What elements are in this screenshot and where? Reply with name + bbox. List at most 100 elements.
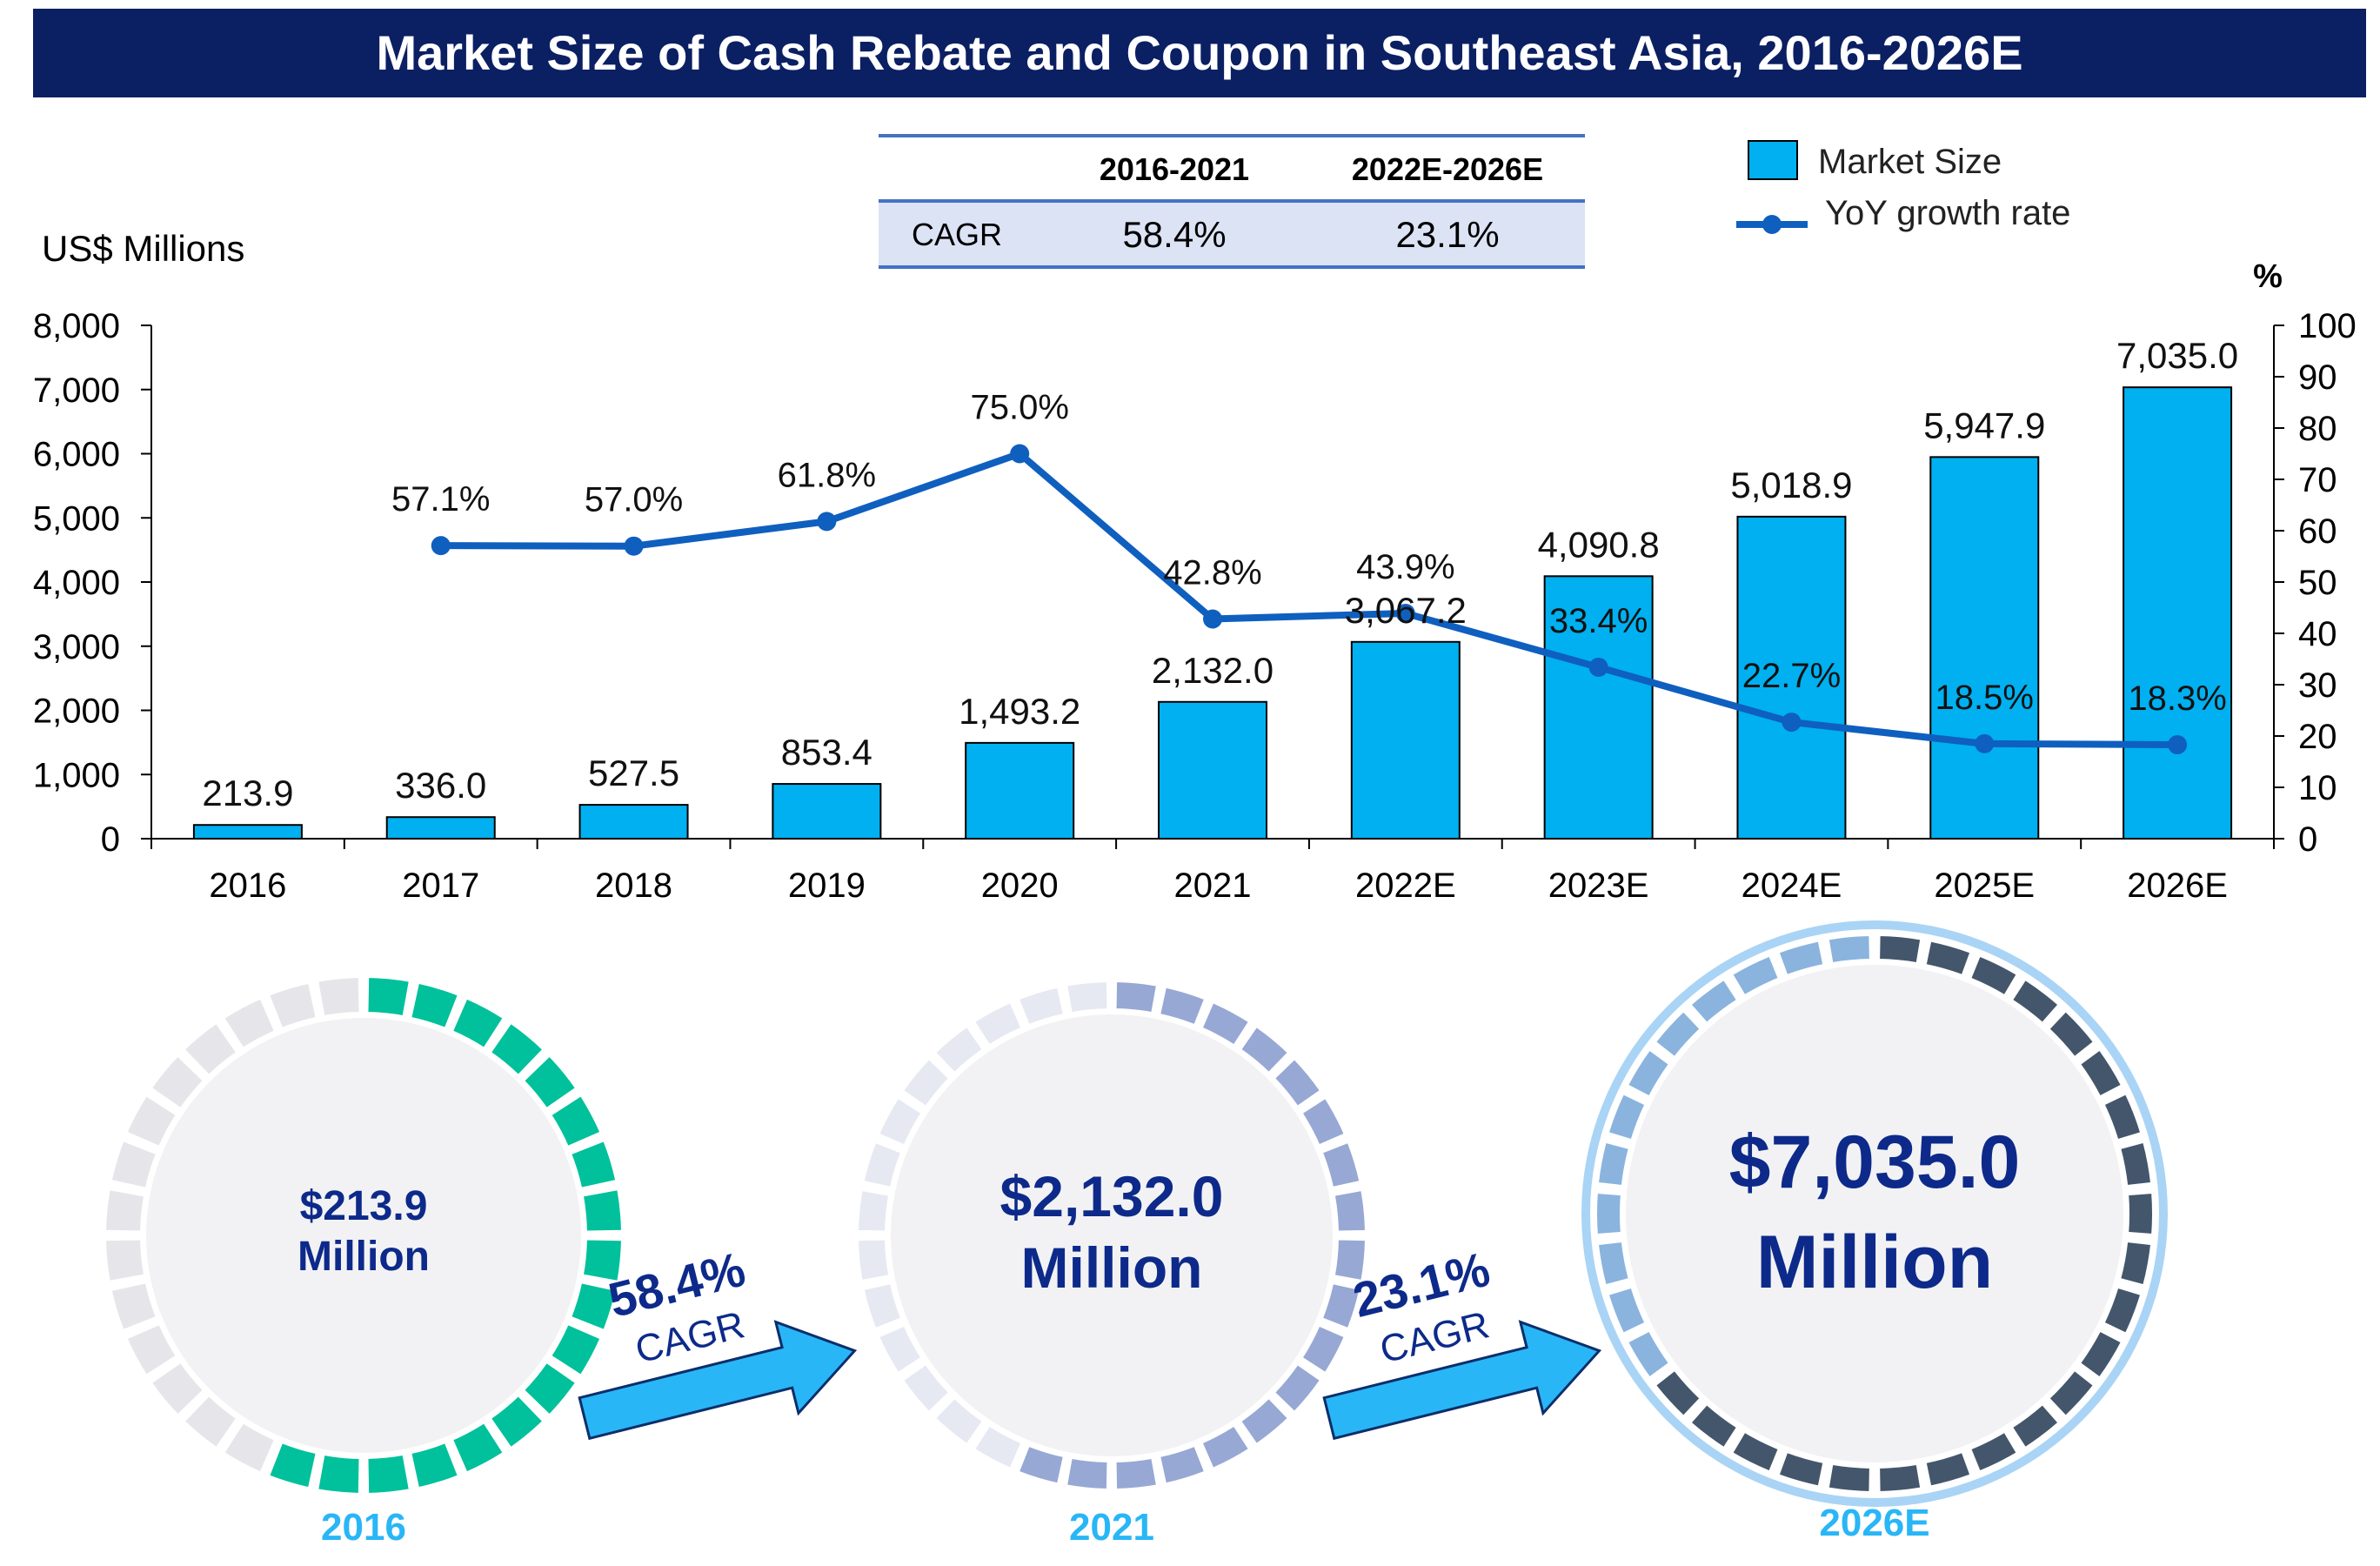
growth-point xyxy=(2168,735,2188,755)
cagr-table-val2: 23.1% xyxy=(1395,214,1499,255)
y2-axis-title: % xyxy=(2253,258,2283,295)
legend-line-marker xyxy=(1762,215,1782,234)
legend: Market Size YoY growth rate xyxy=(1736,140,2070,234)
ring-segment xyxy=(317,976,361,1018)
ring-segment xyxy=(877,1324,923,1375)
y-tick-label: 5,000 xyxy=(33,499,120,538)
circle-center xyxy=(146,1018,581,1453)
ring-segment xyxy=(1273,1362,1322,1414)
bar-series xyxy=(192,386,2233,840)
circle-amount: $2,132.0 xyxy=(1000,1164,1224,1228)
bar-value-label: 7,035.0 xyxy=(2116,335,2238,376)
ring-segment xyxy=(933,1025,985,1074)
ring-segment xyxy=(1017,986,1066,1027)
ring-segment xyxy=(1777,1450,1825,1488)
bar xyxy=(1543,575,1654,840)
ring-segment xyxy=(183,1021,238,1077)
bar-value-label: 2,132.0 xyxy=(1152,650,1274,691)
ring-segment xyxy=(569,1282,618,1332)
ring-segment xyxy=(150,1054,205,1110)
y-tick-label: 4,000 xyxy=(33,564,120,602)
ring-segment xyxy=(183,1394,238,1449)
ring-segment xyxy=(1300,1096,1347,1147)
y2-tick-label: 0 xyxy=(2298,820,2317,859)
line-series xyxy=(431,444,2188,755)
ring-segment xyxy=(1969,1430,2019,1473)
bar-value-label: 5,947.9 xyxy=(1923,405,2045,445)
ring-segment xyxy=(1730,954,1781,997)
ring-segment xyxy=(1626,1048,1671,1098)
ring-segment xyxy=(973,1424,1023,1470)
y2-tick-label: 60 xyxy=(2298,512,2337,551)
legend-line-label: YoY growth rate xyxy=(1825,194,2070,232)
ring-segment xyxy=(1114,1456,1159,1490)
ring-segment xyxy=(104,1238,146,1283)
ring-segment xyxy=(1017,1444,1066,1485)
x-tick-label: 2018 xyxy=(595,867,672,905)
y-tick-label: 3,000 xyxy=(33,628,120,666)
ring-segment xyxy=(489,1394,545,1449)
ring-segment xyxy=(1333,1188,1367,1233)
y2-tick-label: 90 xyxy=(2298,358,2337,397)
circle-unit: Million xyxy=(298,1234,430,1280)
x-tick-label: 2026E xyxy=(2127,867,2228,905)
growth-label: 18.3% xyxy=(2128,679,2226,718)
circle-amount: $213.9 xyxy=(300,1183,428,1229)
data-labels: 213.9 336.0 527.5 853.4 1,493.2 2,132.0 3,067.… xyxy=(202,335,2238,813)
ring-segment xyxy=(1924,940,1972,977)
growth-label: 18.5% xyxy=(1935,679,2034,717)
ring-segment xyxy=(1827,1462,1871,1493)
ring-segment xyxy=(1596,1240,1631,1287)
ring-segment xyxy=(1065,980,1109,1014)
cagr-table: 2016-2021 2022E-2026E CAGR 58.4% 23.1% xyxy=(879,134,1585,269)
x-tick-label: 2023E xyxy=(1548,867,1649,905)
bar xyxy=(1158,700,1267,840)
ring-segment xyxy=(1878,1462,1922,1493)
ring-segment xyxy=(222,1421,277,1474)
ring-segment xyxy=(125,1094,178,1148)
growth-point xyxy=(1782,713,1802,733)
ring-segment xyxy=(2010,978,2060,1025)
arrow-shape xyxy=(1322,1320,1602,1441)
growth-label: 33.4% xyxy=(1549,602,1648,640)
growth-point xyxy=(1395,603,1415,623)
ring-segment xyxy=(1777,940,1825,977)
cagr-table-row-bg xyxy=(879,202,1585,266)
cagr-table-row-label: CAGR xyxy=(912,217,1002,252)
x-tick-label: 2025E xyxy=(1934,867,2035,905)
ring-segment xyxy=(581,1238,623,1283)
ring-segment xyxy=(1878,934,1922,965)
ring-segment xyxy=(862,1282,903,1330)
y-tick-label: 0 xyxy=(101,820,120,859)
ring-segment xyxy=(366,976,411,1018)
cagr-table-val1: 58.4% xyxy=(1122,214,1226,255)
bar-value-label: 5,018.9 xyxy=(1730,465,1852,505)
ring-segment xyxy=(2048,1009,2096,1059)
bar-value-label: 1,493.2 xyxy=(959,691,1080,732)
ring-segment xyxy=(1607,1093,1647,1141)
x-tick-label: 2019 xyxy=(788,867,866,905)
circle-year: 2016 xyxy=(321,1506,406,1549)
growth-label: 75.0% xyxy=(970,389,1068,427)
bar-value-label: 213.9 xyxy=(202,773,293,813)
ring-segment xyxy=(522,1054,578,1110)
cagr-table-col2-header: 2022E-2026E xyxy=(1352,151,1543,187)
y-tick-label: 8,000 xyxy=(33,307,120,345)
bar-value-label: 3,067.2 xyxy=(1345,590,1467,631)
bar-value-label: 527.5 xyxy=(588,753,679,793)
ring-segment xyxy=(2118,1240,2153,1287)
bar-value-label: 336.0 xyxy=(395,765,486,806)
circle-center xyxy=(1626,965,2123,1462)
bar xyxy=(1350,640,1461,840)
arrow-shape xyxy=(578,1320,858,1441)
x-tick-label: 2022E xyxy=(1355,867,1456,905)
ring-segment xyxy=(857,1188,891,1233)
y-tick-label: 2,000 xyxy=(33,693,120,731)
y-tick-label: 6,000 xyxy=(33,436,120,474)
growth-label: 42.8% xyxy=(1163,553,1261,592)
bar xyxy=(385,816,496,840)
ring-segment xyxy=(366,1453,411,1495)
circle-amount: $7,035.0 xyxy=(1729,1121,2021,1204)
growth-point xyxy=(1975,733,1995,753)
